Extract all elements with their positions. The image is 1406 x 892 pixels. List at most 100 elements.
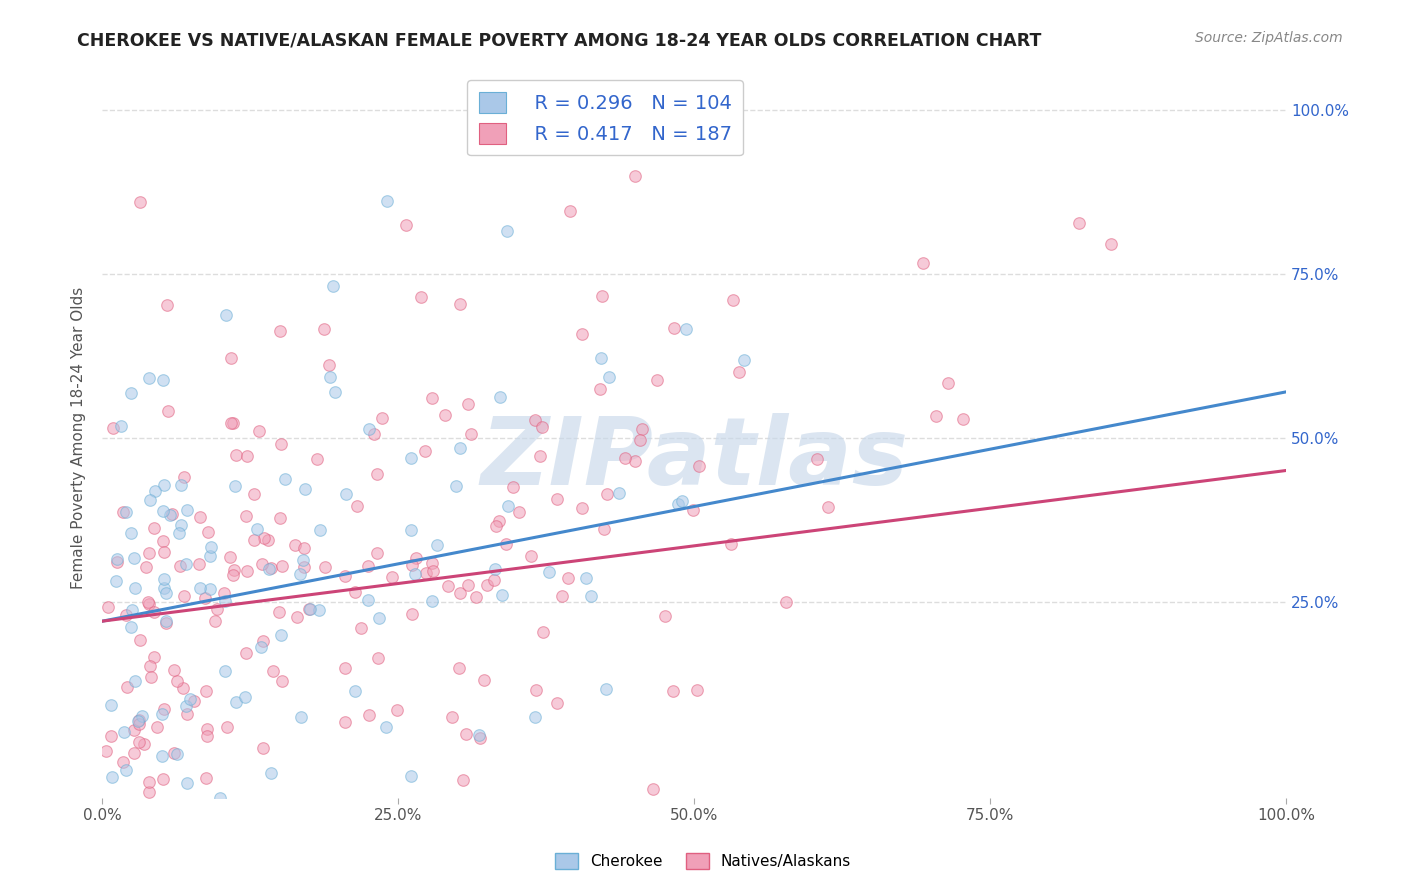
Point [413,444,436,458]
Point [215,308,238,322]
Point [426,538,449,552]
Point [163,746,186,760]
Point [153,572,176,586]
Point [155,586,177,600]
Point [299,602,322,616]
Point [262,664,284,678]
Point [153,581,176,595]
Point [595,681,617,696]
Point [153,478,176,492]
Point [150,748,173,763]
Point [128,194,150,209]
Point [558,203,581,218]
Point [357,422,380,436]
Point [381,569,404,583]
Point [145,876,167,890]
Point [288,566,311,581]
Point [284,538,307,552]
Point [1099,237,1122,252]
Point [204,614,226,628]
Point [128,633,150,648]
Point [252,741,274,756]
Point [172,681,194,695]
Point [124,746,146,760]
Point [422,392,444,406]
Point [335,569,357,583]
Point [156,298,179,312]
Point [236,564,259,578]
Point [167,526,190,541]
Point [314,559,336,574]
Point [124,581,146,595]
Point [468,731,491,746]
Text: CHEROKEE VS NATIVE/ALASKAN FEMALE POVERTY AMONG 18-24 YEAR OLDS CORRELATION CHAR: CHEROKEE VS NATIVE/ALASKAN FEMALE POVERT… [77,31,1042,49]
Point [214,594,236,608]
Point [434,409,457,423]
Point [197,524,219,539]
Point [114,805,136,820]
Point [491,588,513,602]
Point [449,586,471,600]
Point [371,410,394,425]
Point [270,673,292,688]
Point [375,720,398,734]
Point [122,723,145,738]
Point [156,404,179,418]
Point [444,479,467,493]
Point [733,352,755,367]
Point [110,418,132,433]
Point [250,557,273,571]
Point [270,437,292,451]
Point [322,278,344,293]
Point [150,707,173,722]
Point [456,727,478,741]
Point [343,585,366,599]
Point [257,533,280,547]
Point [127,714,149,728]
Point [252,634,274,648]
Point [269,324,291,338]
Point [557,571,579,585]
Point [333,661,356,675]
Point [440,709,463,723]
Point [641,782,664,797]
Point [222,563,245,577]
Point [666,497,689,511]
Point [176,698,198,713]
Point [298,602,321,616]
Point [401,558,423,572]
Point [399,451,422,466]
Point [269,511,291,525]
Point [688,458,710,473]
Point [159,508,181,522]
Point [120,386,142,401]
Point [124,673,146,688]
Point [335,487,357,501]
Legend:   R = 0.296   N = 104,   R = 0.417   N = 187: R = 0.296 N = 104, R = 0.417 N = 187 [467,80,744,155]
Point [242,533,264,547]
Point [721,293,744,307]
Point [472,673,495,687]
Point [436,578,458,592]
Point [415,566,437,581]
Point [925,409,948,423]
Point [194,771,217,785]
Point [1067,216,1090,230]
Point [138,785,160,799]
Point [169,558,191,573]
Point [138,595,160,609]
Point [495,224,517,238]
Point [131,708,153,723]
Point [112,755,135,769]
Point [727,365,749,379]
Point [94,743,117,757]
Point [195,722,218,736]
Point [96,847,118,862]
Point [170,518,193,533]
Point [441,828,464,842]
Point [489,390,512,404]
Point [135,559,157,574]
Point [138,493,160,508]
Point [208,791,231,805]
Point [197,730,219,744]
